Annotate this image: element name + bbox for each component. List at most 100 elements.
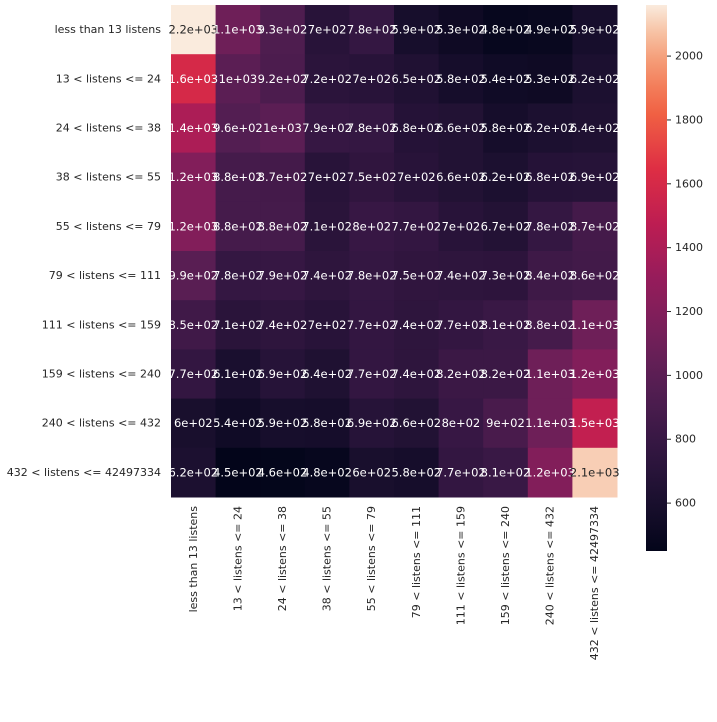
colorbar-tick-label: 1200	[675, 305, 703, 318]
x-tick-label: 432 < listens <= 42497334	[588, 506, 601, 660]
heatmap-cell	[483, 5, 529, 55]
heatmap-cell	[527, 447, 573, 498]
heatmap-cell	[171, 54, 217, 104]
heatmap-cell	[527, 5, 573, 55]
cell-value-label: 6e+02	[174, 416, 213, 430]
cell-value-label: 7.1e+02	[213, 318, 263, 332]
cell-value-label: 8.6e+02	[570, 269, 620, 283]
cell-value-label: 1.1e+03	[213, 23, 263, 37]
heatmap-cell	[260, 447, 306, 498]
x-tick-labels: less than 13 listens 13 < listens <= 24 24…	[187, 506, 601, 661]
cell-value-label: 8.8e+02	[258, 219, 308, 233]
heatmap-cell	[349, 152, 395, 203]
heatmap-cell	[260, 103, 306, 154]
cell-value-label: 6.6e+02	[391, 416, 441, 430]
heatmap-cell	[304, 251, 350, 301]
cell-value-label: 8.7e+02	[258, 170, 308, 184]
cell-value-label: 1.5e+03	[570, 416, 620, 430]
y-tick-label: 159 < listens <= 240	[42, 368, 161, 381]
cell-value-label: 7.2e+02	[302, 72, 352, 86]
colorbar-tick-label: 1000	[675, 369, 703, 382]
cell-value-label: 7.5e+02	[347, 170, 397, 184]
heatmap-cell	[349, 349, 395, 400]
heatmap-cell	[527, 300, 573, 350]
heatmap-cell	[215, 398, 261, 449]
cell-value-label: 8.8e+02	[213, 170, 263, 184]
heatmap-cell	[349, 103, 395, 154]
cell-value-label: 6.2e+02	[525, 121, 575, 135]
cell-value-label: 7.7e+02	[168, 367, 218, 381]
heatmap-cell	[260, 251, 306, 301]
heatmap-cell	[438, 201, 484, 252]
cell-value-label: 7e+02	[308, 318, 347, 332]
y-tick-label: 13 < listens <= 24	[56, 72, 161, 85]
cell-value-label: 6.2e+02	[570, 72, 620, 86]
heatmap-cell	[304, 103, 350, 154]
cell-value-label: 7.8e+02	[347, 121, 397, 135]
cell-value-label: 7e+02	[442, 219, 481, 233]
cell-value-label: 7.7e+02	[391, 219, 441, 233]
cell-value-label: 8.2e+02	[481, 367, 531, 381]
cell-value-label: 6.4e+02	[570, 121, 620, 135]
heatmap-cells	[171, 5, 618, 498]
heatmap-cell	[260, 300, 306, 350]
x-tick-label: 240 < listens <= 432	[544, 506, 557, 625]
heatmap-cell	[260, 349, 306, 400]
y-tick-label: 24 < listens <= 38	[56, 122, 161, 135]
colorbar-tick-label: 2000	[675, 50, 703, 63]
cell-value-label: 8.2e+02	[436, 367, 486, 381]
heatmap-cell	[304, 300, 350, 350]
heatmap-cell	[483, 201, 529, 252]
cell-value-label: 7e+02	[308, 170, 347, 184]
heatmap-cell	[349, 5, 395, 55]
colorbar-tick-label: 600	[675, 497, 696, 510]
heatmap-cell	[438, 103, 484, 154]
heatmap-cell	[215, 152, 261, 203]
heatmap-cell	[260, 398, 306, 449]
heatmap-cell	[171, 398, 217, 449]
cell-value-label: 8.7e+02	[570, 219, 620, 233]
cell-value-label: 6.9e+02	[347, 416, 397, 430]
heatmap-cell	[171, 447, 217, 498]
heatmap-cell	[394, 152, 440, 203]
heatmap-cell	[394, 300, 440, 350]
heatmap-cell	[483, 54, 529, 104]
heatmap-cell	[438, 152, 484, 203]
cell-value-label: 6.4e+02	[302, 367, 352, 381]
cell-value-label: 7.3e+02	[481, 269, 531, 283]
cell-value-label: 7.4e+02	[436, 269, 486, 283]
heatmap-cell	[572, 201, 618, 252]
heatmap-cell	[171, 103, 217, 154]
heatmap-cell	[438, 300, 484, 350]
y-tick-label: 432 < listens <= 42497334	[7, 466, 161, 479]
cell-value-label: 1.1e+03	[525, 367, 575, 381]
cell-value-label: 8.5e+02	[168, 318, 218, 332]
heatmap-cell	[215, 349, 261, 400]
heatmap-cell	[438, 398, 484, 449]
colorbar-tick-label: 800	[675, 433, 696, 446]
heatmap-cell	[483, 251, 529, 301]
cell-value-label: 5.9e+02	[258, 416, 308, 430]
heatmap-cell	[171, 5, 217, 55]
cell-value-label: 1.2e+03	[168, 170, 218, 184]
heatmap-cell	[572, 300, 618, 350]
heatmap-cell	[260, 54, 306, 104]
heatmap-cell	[572, 349, 618, 400]
cell-value-label: 1e+03	[263, 121, 302, 135]
cell-value-label: 6.9e+02	[570, 170, 620, 184]
heatmap-cell	[304, 5, 350, 55]
cell-value-label: 7.4e+02	[391, 318, 441, 332]
heatmap-cell	[304, 54, 350, 104]
cell-value-label: 8.1e+02	[481, 465, 531, 479]
cell-value-label: 5.3e+02	[525, 72, 575, 86]
heatmap-cell	[215, 447, 261, 498]
x-tick-label: 13 < listens <= 24	[231, 506, 244, 611]
colorbar-tick-label: 1800	[675, 113, 703, 126]
heatmap-cell	[572, 251, 618, 301]
cell-value-label: 1.2e+03	[570, 367, 620, 381]
heatmap-cell	[438, 447, 484, 498]
cell-value-label: 5.8e+02	[302, 416, 352, 430]
heatmap-cell	[349, 398, 395, 449]
cell-value-label: 1.1e+03	[525, 416, 575, 430]
heatmap-cell	[260, 201, 306, 252]
